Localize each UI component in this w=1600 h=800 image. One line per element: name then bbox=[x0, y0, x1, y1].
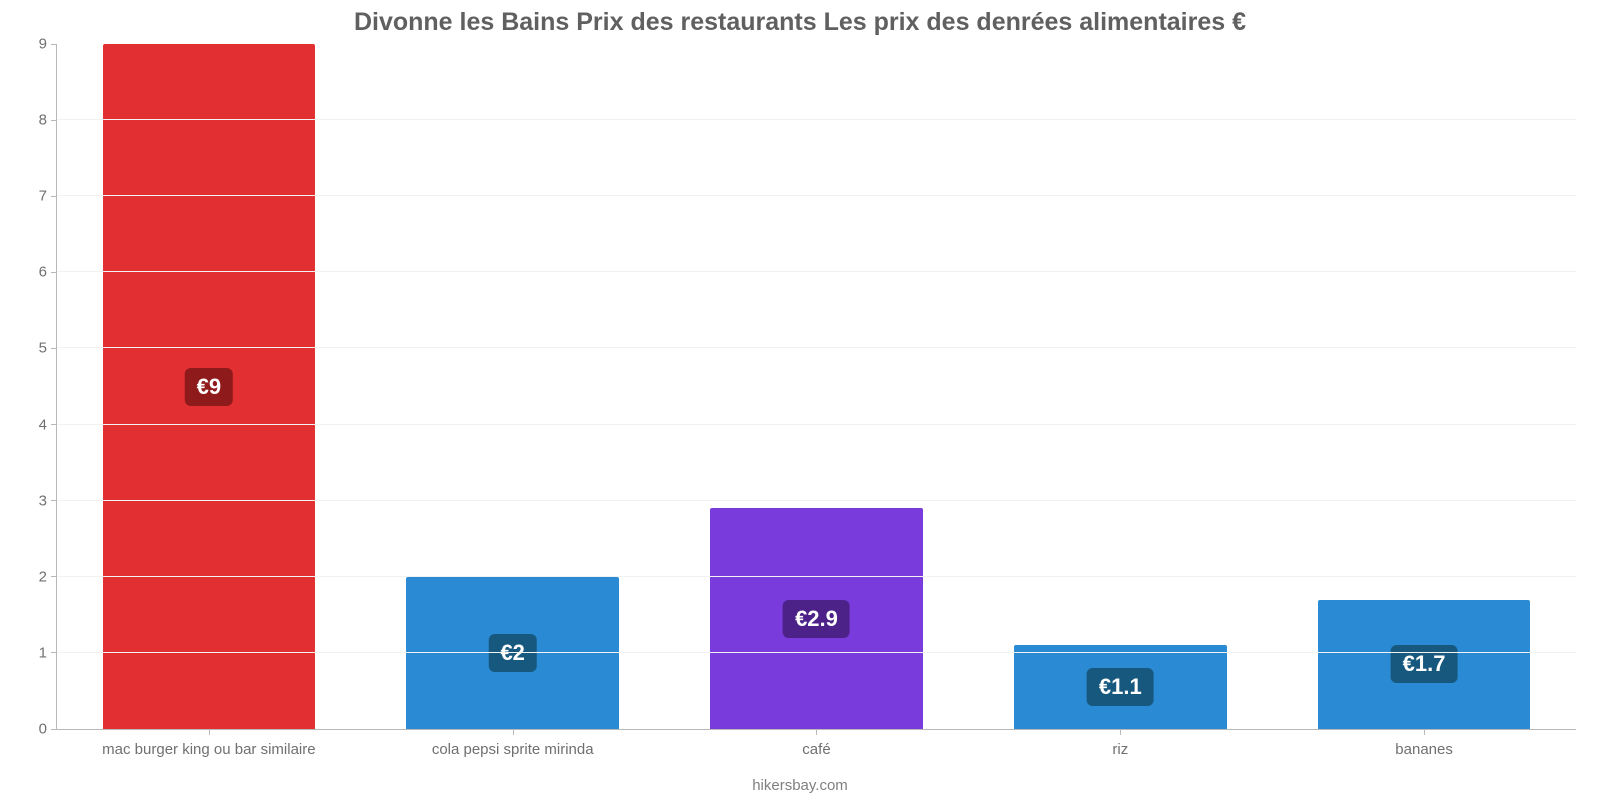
gridline bbox=[57, 347, 1576, 348]
y-tick-label: 1 bbox=[39, 644, 57, 661]
bar: €2 bbox=[406, 577, 619, 729]
chart-source: hikersbay.com bbox=[0, 777, 1600, 794]
value-badge: €2.9 bbox=[783, 600, 850, 638]
x-label: mac burger king ou bar similaire bbox=[102, 741, 315, 758]
y-tick-label: 8 bbox=[39, 112, 57, 129]
gridline bbox=[57, 271, 1576, 272]
x-label: café bbox=[802, 741, 830, 758]
y-tick-label: 4 bbox=[39, 416, 57, 433]
y-tick-label: 7 bbox=[39, 188, 57, 205]
bar: €1.7 bbox=[1318, 600, 1531, 729]
price-bar-chart: Divonne les Bains Prix des restaurants L… bbox=[0, 0, 1600, 800]
x-label: cola pepsi sprite mirinda bbox=[432, 741, 594, 758]
x-tick bbox=[1424, 729, 1425, 735]
bar-slot: €1.7bananes bbox=[1272, 44, 1576, 729]
gridline bbox=[57, 119, 1576, 120]
gridline bbox=[57, 576, 1576, 577]
bar-slot: €2.9café bbox=[665, 44, 969, 729]
y-tick-label: 3 bbox=[39, 492, 57, 509]
gridline bbox=[57, 424, 1576, 425]
bar: €9 bbox=[103, 44, 316, 729]
chart-title: Divonne les Bains Prix des restaurants L… bbox=[0, 8, 1600, 37]
y-tick-label: 2 bbox=[39, 568, 57, 585]
bar-slot: €9mac burger king ou bar similaire bbox=[57, 44, 361, 729]
y-tick-label: 5 bbox=[39, 340, 57, 357]
value-badge: €2 bbox=[488, 634, 536, 672]
x-label: bananes bbox=[1395, 741, 1453, 758]
y-tick-label: 6 bbox=[39, 264, 57, 281]
y-tick-label: 0 bbox=[39, 721, 57, 738]
bar-slot: €1.1riz bbox=[968, 44, 1272, 729]
bar: €2.9 bbox=[710, 508, 923, 729]
bar: €1.1 bbox=[1014, 645, 1227, 729]
gridline bbox=[57, 195, 1576, 196]
value-badge: €9 bbox=[185, 368, 233, 406]
x-label: riz bbox=[1112, 741, 1128, 758]
x-tick bbox=[1120, 729, 1121, 735]
gridline bbox=[57, 500, 1576, 501]
bars-container: €9mac burger king ou bar similaire€2cola… bbox=[57, 44, 1576, 729]
bar-slot: €2cola pepsi sprite mirinda bbox=[361, 44, 665, 729]
y-tick-label: 9 bbox=[39, 36, 57, 53]
x-tick bbox=[513, 729, 514, 735]
x-tick bbox=[209, 729, 210, 735]
value-badge: €1.1 bbox=[1087, 668, 1154, 706]
x-tick bbox=[816, 729, 817, 735]
plot-area: €9mac burger king ou bar similaire€2cola… bbox=[56, 44, 1576, 730]
gridline bbox=[57, 652, 1576, 653]
